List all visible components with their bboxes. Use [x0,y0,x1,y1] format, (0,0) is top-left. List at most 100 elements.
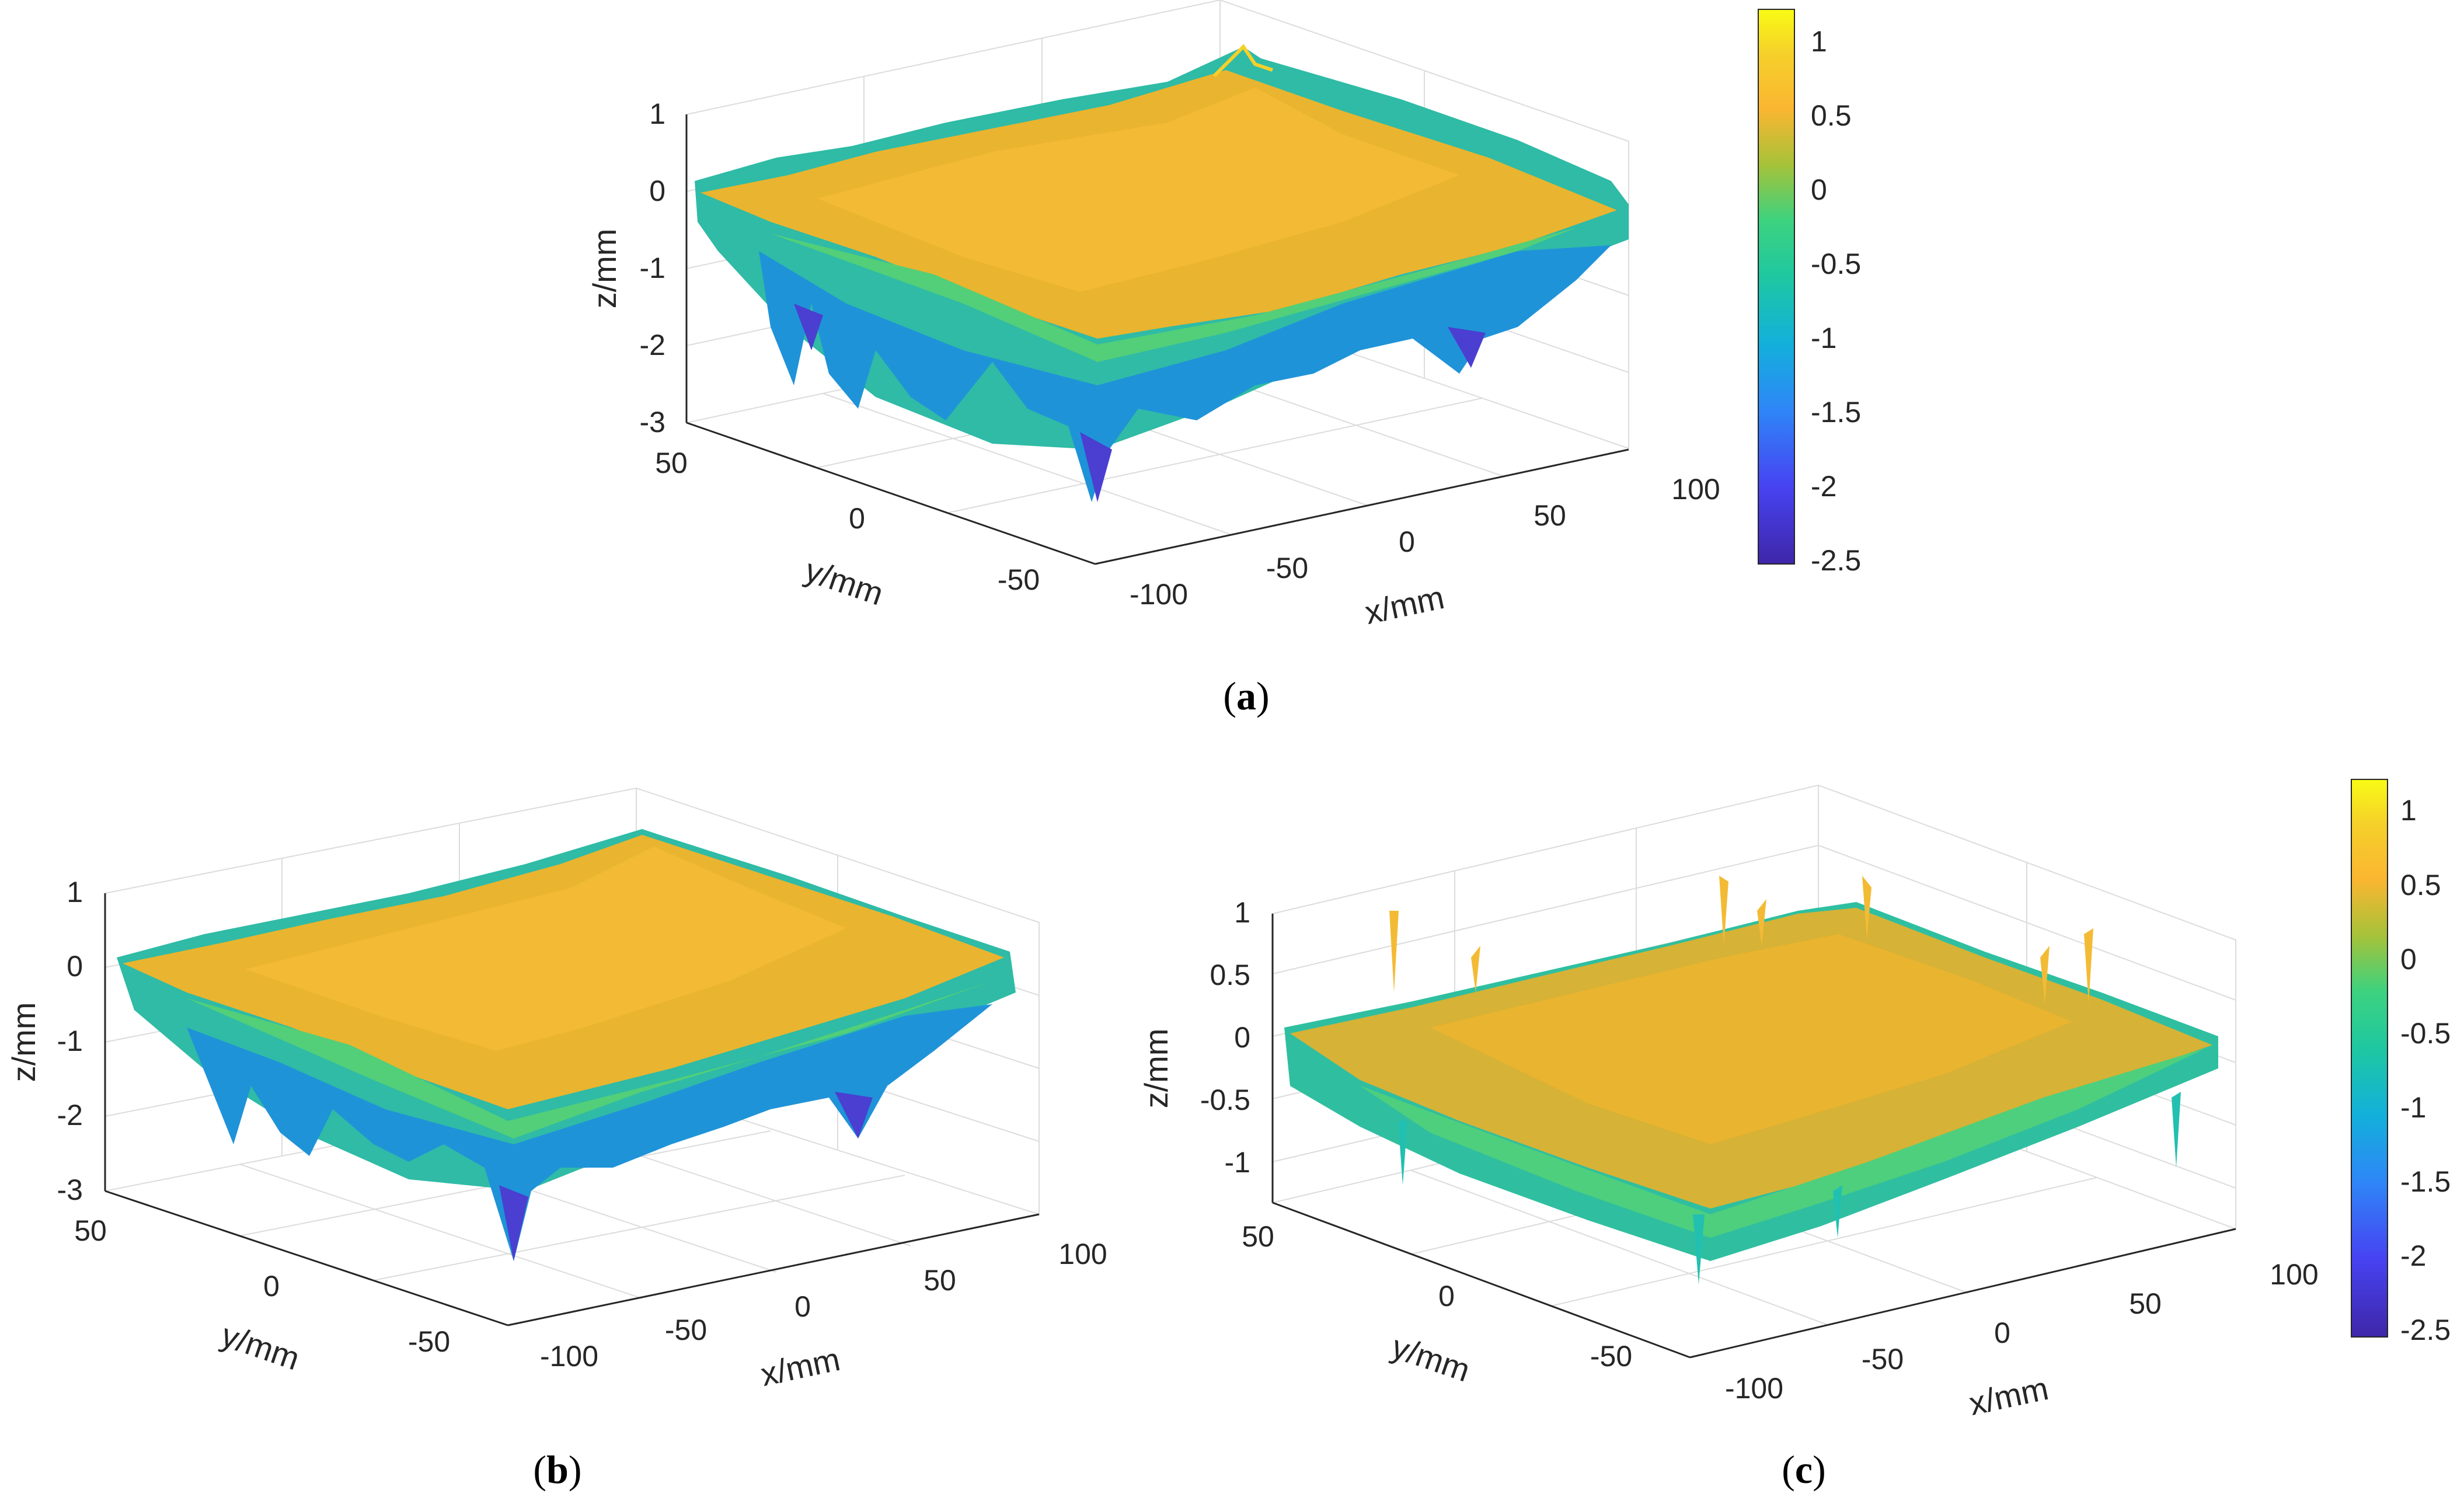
panel-b-z-tick-label: 1 [67,876,83,908]
panel-c-z-ticks: 1 0.5 0 -0.5 -1 [1200,896,1250,1179]
panel-c-surface-crest [1430,934,2072,1144]
panel-a-x-tick-label: -50 [1266,552,1308,584]
panel-b: 1 0 -1 -2 -3 50 0 -50 -100 -50 0 50 100 … [5,787,1107,1492]
panel-a-colorbar-tick: -2 [1811,470,1836,503]
panel-b-x-tick-label: -100 [540,1340,598,1373]
panel-c-x-tick-label: -100 [1725,1372,1783,1405]
panel-c-y-tick-label: 0 [1438,1280,1455,1312]
panel-c-z-tick-label: -0.5 [1200,1084,1250,1116]
panel-a-x-tick-label: 50 [1534,499,1566,532]
panel-a-z-tick-label: 0 [649,175,665,207]
panel-b-x-tick-label: -50 [665,1314,707,1346]
panel-a-axes [685,114,1629,565]
panel-c-z-tick-label: 0 [1234,1021,1250,1054]
panel-b-z-tick-label: -2 [57,1099,83,1131]
panel-c-surface [1284,876,2218,1284]
panel-c-colorbar-tick: 0.5 [2400,869,2441,901]
panel-b-x-tick-label: 50 [923,1264,956,1297]
panel-c: 1 0.5 0 -0.5 -1 50 0 -50 -100 -50 0 50 1… [1138,779,2451,1492]
panel-b-caption-letter: b [546,1447,569,1492]
panel-a-y-tick-label: 0 [849,502,865,535]
panel-c-x-tick-label: 0 [1994,1317,2010,1349]
panel-a-y-axis-label: y/mm [800,552,888,612]
panel-b-z-axis-label: z/mm [5,1002,42,1082]
panel-a-surface-valleys [759,245,1611,502]
panel-b-x-tick-label: 0 [794,1290,811,1323]
panel-c-colorbar-ticks: 1 0.5 0 -0.5 -1 -1.5 -2 -2.5 [2400,794,2451,1346]
panel-b-x-tick-label: 100 [1058,1238,1107,1270]
panel-c-y-axis-label: y/mm [1387,1328,1475,1389]
panel-a-z-tick-label: -3 [640,406,665,438]
panel-c-x-tick-label: 100 [2270,1258,2318,1291]
panel-c-z-axis-label: z/mm [1138,1029,1175,1109]
panel-a-z-tick-label: -2 [640,329,665,361]
panel-a-surface [695,44,1629,502]
panel-b-x-axis-label: x/mm [757,1340,843,1393]
panel-a-colorbar-tick: -0.5 [1811,248,1861,280]
panel-b-z-tick-label: -3 [57,1173,83,1206]
panel-c-y-tick-label: -50 [1590,1340,1632,1373]
panel-a-colorbar-tick: 1 [1811,25,1827,58]
panel-a-z-axis-label: z/mm [586,229,623,309]
panel-a-x-axis-label: x/mm [1361,579,1447,631]
panel-a: 1 0 -1 -2 -3 50 0 -50 -100 -50 0 50 100 … [586,0,1861,718]
panel-a-colorbar-tick: -1.5 [1811,396,1861,429]
panel-a-colorbar-tick: -1 [1811,322,1836,354]
panel-c-x-tick-label: -50 [1862,1343,1904,1375]
panel-c-y-tick-label: 50 [1242,1220,1274,1253]
panel-c-caption-letter: c [1795,1447,1813,1492]
panel-c-colorbar-tick: -2 [2400,1239,2426,1272]
panel-c-z-tick-label: 0.5 [1210,959,1250,991]
panel-b-y-tick-label: 50 [74,1214,107,1247]
panel-c-colorbar-tick: -2.5 [2400,1314,2451,1346]
panel-a-x-tick-label: -100 [1130,578,1188,611]
panel-a-surface-crest [817,88,1459,292]
panel-b-surface-crest [245,847,846,1051]
panel-a-caption: (a) [1223,674,1269,718]
panel-c-colorbar: 1 0.5 0 -0.5 -1 -1.5 -2 -2.5 [2351,779,2451,1346]
panel-c-axes [1271,914,2236,1359]
panel-b-surface [117,829,1016,1261]
panel-c-colorbar-tick: -1 [2400,1091,2426,1124]
panel-c-x-axis-label: x/mm [1965,1370,2051,1422]
panel-b-y-ticks: 50 0 -50 [74,1214,450,1358]
panel-c-x-tick-label: 50 [2129,1287,2162,1320]
panel-b-y-tick-label: -50 [408,1325,450,1358]
panel-b-surface-rim [187,981,992,1138]
panel-a-colorbar: 1 0.5 0 -0.5 -1 -1.5 -2 -2.5 [1758,9,1861,577]
panel-c-x-ticks: -100 -50 0 50 100 [1725,1258,2319,1405]
panel-a-colorbar-tick: 0 [1811,173,1827,206]
panel-a-y-tick-label: 50 [655,447,688,479]
panel-b-z-ticks: 1 0 -1 -2 -3 [57,876,83,1206]
panel-c-colorbar-tick: -1.5 [2400,1165,2451,1198]
panel-a-surface-rim [771,228,1576,362]
panel-a-colorbar-tick: -2.5 [1811,544,1861,577]
panel-c-z-tick-label: -1 [1225,1146,1250,1179]
panel-a-x-tick-label: 100 [1671,473,1720,506]
panel-c-surface-rim [1360,1048,2207,1238]
panel-c-z-tick-label: 1 [1234,896,1250,929]
panel-b-axes [104,893,1040,1326]
panel-c-caption: (c) [1782,1447,1826,1492]
panel-b-x-ticks: -100 -50 0 50 100 [540,1238,1107,1373]
panel-a-z-tick-label: -1 [640,252,665,284]
panel-b-surface-valleys [187,1004,992,1261]
panel-c-y-ticks: 50 0 -50 [1242,1220,1632,1373]
panel-c-colorbar-tick: 0 [2400,943,2417,976]
panel-a-surface-peak [1212,44,1273,78]
panel-b-caption: (b) [533,1447,581,1492]
panel-b-y-axis-label: y/mm [217,1317,304,1377]
panel-a-y-ticks: 50 0 -50 [655,447,1040,596]
panel-a-x-ticks: -100 -50 0 50 100 [1130,473,1720,611]
panel-c-colorbar-tick: 1 [2400,794,2417,827]
panel-a-z-tick-label: 1 [649,97,665,130]
panel-a-y-tick-label: -50 [998,563,1040,596]
panel-a-colorbar-tick: 0.5 [1811,99,1852,132]
panel-a-colorbar-ticks: 1 0.5 0 -0.5 -1 -1.5 -2 -2.5 [1811,25,1861,577]
panel-a-x-tick-label: 0 [1399,525,1415,558]
panel-b-z-tick-label: 0 [67,950,83,983]
panel-c-colorbar-tick: -0.5 [2400,1017,2451,1050]
panel-b-y-tick-label: 0 [263,1270,280,1303]
panel-b-z-tick-label: -1 [57,1025,83,1057]
